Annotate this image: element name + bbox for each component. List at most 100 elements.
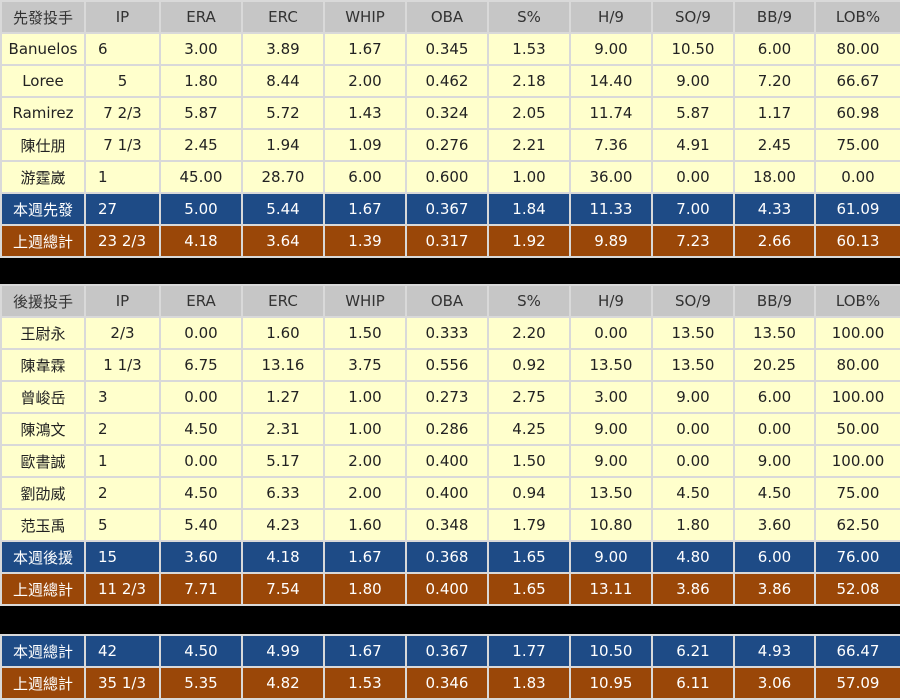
cell: 0.00 xyxy=(569,316,653,350)
row-label: 上週總計 xyxy=(0,666,86,700)
this-week-row: 本週先發 27 5.00 5.44 1.67 0.367 1.84 11.33 7.00 4.33… xyxy=(0,192,900,226)
cell: 20.25 xyxy=(733,348,816,382)
cell: 13.50 xyxy=(651,348,735,382)
cell: 1.00 xyxy=(487,160,571,194)
cell: SO/9 xyxy=(651,284,735,318)
cell: 5.87 xyxy=(651,96,735,130)
section-divider xyxy=(0,258,900,284)
row-label: 先發投手 xyxy=(0,0,86,34)
row-label: Loree xyxy=(0,64,86,98)
cell: 6.75 xyxy=(159,348,243,382)
cell: 100.00 xyxy=(814,380,900,414)
cell: 0.600 xyxy=(405,160,489,194)
cell: 2.18 xyxy=(487,64,571,98)
cell: 2.75 xyxy=(487,380,571,414)
relievers-table: 後援投手 IP ERA ERC WHIP OBA S% H/9 SO/9 BB/9 LOB% 王尉永 2… xyxy=(0,284,900,606)
cell: 2.66 xyxy=(733,224,816,258)
row-label: 劉劭威 xyxy=(0,476,86,510)
cell: 9.00 xyxy=(651,64,735,98)
cell: 1.00 xyxy=(323,380,407,414)
table-row: 游霆崴 1 45.00 28.70 6.00 0.600 1.00 36.00 0.00 18.0… xyxy=(0,160,900,194)
cell: 60.13 xyxy=(814,224,900,258)
cell: 4.18 xyxy=(241,540,325,574)
table-row: Banuelos 6 3.00 3.89 1.67 0.345 1.53 9.00 10.50 6… xyxy=(0,32,900,66)
cell: 5.72 xyxy=(241,96,325,130)
cell: 3.86 xyxy=(733,572,816,606)
cell: 7.23 xyxy=(651,224,735,258)
cell: 1.67 xyxy=(323,192,407,226)
cell: IP xyxy=(84,0,161,34)
table-row: Ramirez 7 2/3 5.87 5.72 1.43 0.324 2.05 11.74 5.… xyxy=(0,96,900,130)
cell: 4.50 xyxy=(159,476,243,510)
cell: 100.00 xyxy=(814,444,900,478)
cell: 4.99 xyxy=(241,634,325,668)
cell: 3.64 xyxy=(241,224,325,258)
cell: 4.93 xyxy=(733,634,816,668)
cell: 1.50 xyxy=(487,444,571,478)
cell: 1.94 xyxy=(241,128,325,162)
this-week-row: 本週後援 15 3.60 4.18 1.67 0.368 1.65 9.00 4.80 6.00 7… xyxy=(0,540,900,574)
cell: IP xyxy=(84,284,161,318)
cell: 6.11 xyxy=(651,666,735,700)
cell: 10.80 xyxy=(569,508,653,542)
cell: 66.67 xyxy=(814,64,900,98)
cell: 0.00 xyxy=(159,316,243,350)
cell: 0.368 xyxy=(405,540,489,574)
cell: 27 xyxy=(84,192,161,226)
cell: 75.00 xyxy=(814,476,900,510)
cell: 1 xyxy=(84,444,161,478)
cell: 36.00 xyxy=(569,160,653,194)
section-divider xyxy=(0,606,900,634)
cell: 1.67 xyxy=(323,540,407,574)
last-week-row: 上週總計 11 2/3 7.71 7.54 1.80 0.400 1.65 13.11 3.86… xyxy=(0,572,900,606)
row-label: 陳韋霖 xyxy=(0,348,86,382)
cell: 0.286 xyxy=(405,412,489,446)
cell: 3 xyxy=(84,380,161,414)
cell: 13.16 xyxy=(241,348,325,382)
cell: 9.00 xyxy=(569,540,653,574)
cell: 0.273 xyxy=(405,380,489,414)
row-label: 後援投手 xyxy=(0,284,86,318)
cell: 0.00 xyxy=(159,380,243,414)
header-row: 後援投手 IP ERA ERC WHIP OBA S% H/9 SO/9 BB/9 LOB% xyxy=(0,284,900,318)
row-label: Banuelos xyxy=(0,32,86,66)
cell: 11 2/3 xyxy=(84,572,161,606)
cell: 7 2/3 xyxy=(84,96,161,130)
cell: 1 1/3 xyxy=(84,348,161,382)
cell: 9.00 xyxy=(733,444,816,478)
cell: 80.00 xyxy=(814,32,900,66)
table-row: 王尉永 2/3 0.00 1.60 1.50 0.333 2.20 0.00 13.50 13.5… xyxy=(0,316,900,350)
total-last-week-row: 上週總計 35 1/3 5.35 4.82 1.53 0.346 1.83 10.95 6.11… xyxy=(0,666,900,700)
cell: 1.79 xyxy=(487,508,571,542)
cell: 1.39 xyxy=(323,224,407,258)
cell: ERC xyxy=(241,0,325,34)
cell: 6.00 xyxy=(733,540,816,574)
cell: 2.21 xyxy=(487,128,571,162)
cell: 4.50 xyxy=(159,634,243,668)
table-row: 歐書誠 1 0.00 5.17 2.00 0.400 1.50 9.00 0.00 9.00 100… xyxy=(0,444,900,478)
cell: 4.80 xyxy=(651,540,735,574)
cell: 1.09 xyxy=(323,128,407,162)
cell: SO/9 xyxy=(651,0,735,34)
cell: S% xyxy=(487,0,571,34)
cell: 0.276 xyxy=(405,128,489,162)
cell: 0.00 xyxy=(733,412,816,446)
cell: 9.00 xyxy=(569,32,653,66)
cell: 3.00 xyxy=(159,32,243,66)
cell: 2.45 xyxy=(159,128,243,162)
cell: 60.98 xyxy=(814,96,900,130)
cell: 0.346 xyxy=(405,666,489,700)
cell: OBA xyxy=(405,0,489,34)
cell: 3.06 xyxy=(733,666,816,700)
cell: 100.00 xyxy=(814,316,900,350)
cell: 0.345 xyxy=(405,32,489,66)
cell: 3.86 xyxy=(651,572,735,606)
cell: 4.33 xyxy=(733,192,816,226)
cell: 13.11 xyxy=(569,572,653,606)
cell: 2.00 xyxy=(323,444,407,478)
table-row: Loree 5 1.80 8.44 2.00 0.462 2.18 14.40 9.00 7.20… xyxy=(0,64,900,98)
cell: 28.70 xyxy=(241,160,325,194)
cell: 1.77 xyxy=(487,634,571,668)
cell: 7.71 xyxy=(159,572,243,606)
cell: 1.53 xyxy=(323,666,407,700)
